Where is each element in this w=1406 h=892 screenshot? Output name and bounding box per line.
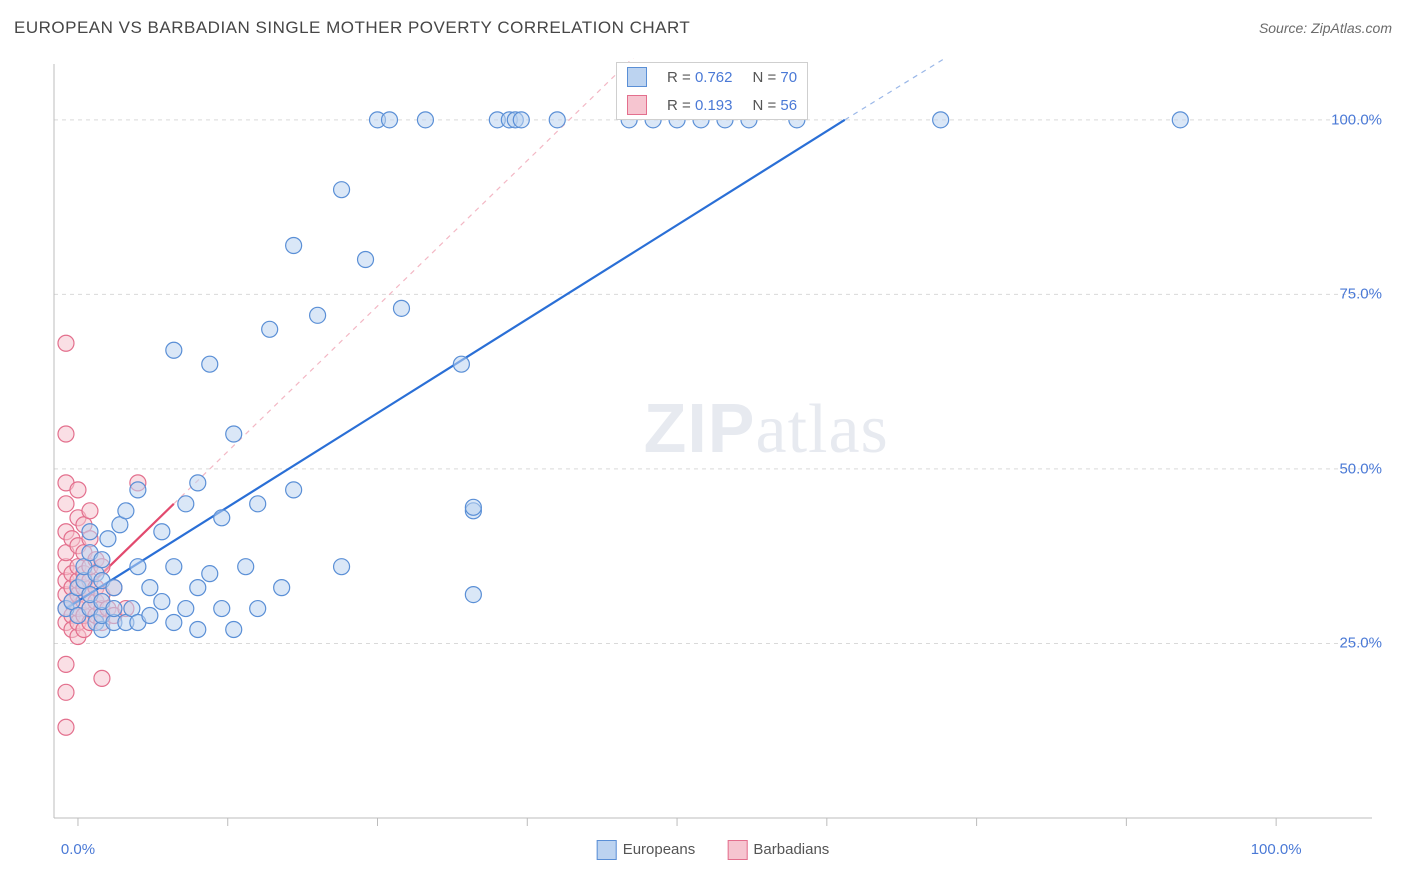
n-label: N =	[752, 97, 776, 114]
y-tick-label: 75.0%	[1339, 286, 1382, 303]
stats-legend: R = 0.762 N = 70 R = 0.193 N = 56	[616, 62, 808, 120]
chart-area: Single Mother Poverty ZIPatlas 25.0%50.0…	[48, 58, 1378, 830]
legend-swatch-barbadians	[627, 95, 647, 115]
series-legend: Europeans Barbadians	[583, 840, 844, 860]
legend-swatch-barbadians-icon	[727, 840, 747, 860]
legend-label-barbadians: Barbadians	[753, 841, 829, 858]
x-tick-label: 0.0%	[61, 841, 95, 858]
europeans-r-value: 0.762	[695, 69, 733, 86]
legend-label-europeans: Europeans	[623, 841, 696, 858]
watermark: ZIPatlas	[644, 388, 889, 470]
y-tick-label: 100.0%	[1331, 111, 1382, 128]
legend-item-europeans: Europeans	[597, 841, 700, 858]
source-prefix: Source:	[1259, 20, 1311, 36]
watermark-rest: atlas	[756, 391, 889, 468]
chart-title: EUROPEAN VS BARBADIAN SINGLE MOTHER POVE…	[14, 18, 690, 37]
r-label: R =	[667, 69, 691, 86]
n-label: N =	[752, 69, 776, 86]
watermark-zip: ZIP	[644, 389, 756, 467]
x-tick-label: 100.0%	[1251, 841, 1302, 858]
y-tick-label: 25.0%	[1339, 635, 1382, 652]
barbadians-n-value: 56	[780, 97, 797, 114]
legend-item-barbadians: Barbadians	[727, 841, 829, 858]
r-label: R =	[667, 97, 691, 114]
europeans-n-value: 70	[780, 69, 797, 86]
source-name: ZipAtlas.com	[1311, 20, 1392, 36]
legend-swatch-europeans-icon	[597, 840, 617, 860]
y-tick-label: 50.0%	[1339, 460, 1382, 477]
barbadians-r-value: 0.193	[695, 97, 733, 114]
legend-swatch-europeans	[627, 67, 647, 87]
source-attribution: Source: ZipAtlas.com	[1259, 20, 1392, 36]
